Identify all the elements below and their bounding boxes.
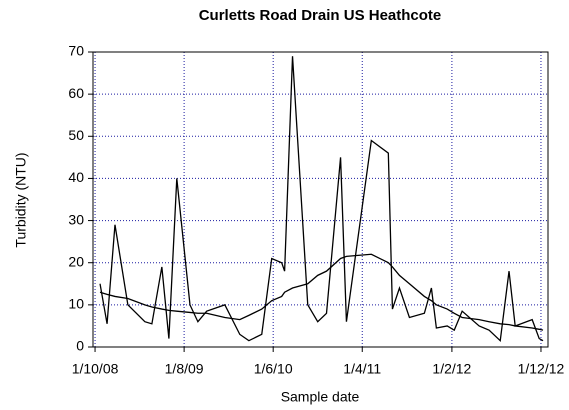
y-tick-label: 30 xyxy=(68,211,84,227)
x-tick-label: 1/10/08 xyxy=(72,361,119,377)
y-tick-label: 20 xyxy=(68,253,84,269)
data-line xyxy=(99,56,544,343)
data-line xyxy=(99,253,544,331)
y-tick-label: 0 xyxy=(76,338,84,354)
y-tick-label: 40 xyxy=(68,169,84,185)
x-tick-label: 1/12/12 xyxy=(518,361,565,377)
y-tick-label: 50 xyxy=(68,127,84,143)
chart-title: Curletts Road Drain US Heathcote xyxy=(199,7,442,24)
x-tick-label: 1/4/11 xyxy=(343,361,381,377)
x-tick-label: 1/6/10 xyxy=(254,361,293,377)
x-tick-label: 1/2/12 xyxy=(432,361,471,377)
y-axis-label: Turbidity (NTU) xyxy=(13,152,29,247)
y-tick-label: 60 xyxy=(68,85,84,101)
x-axis-label: Sample date xyxy=(281,389,360,405)
plot-frame xyxy=(92,51,549,348)
x-tick-label: 1/8/09 xyxy=(165,361,204,377)
y-tick-label: 10 xyxy=(68,296,84,312)
y-tick-label: 70 xyxy=(68,43,84,59)
